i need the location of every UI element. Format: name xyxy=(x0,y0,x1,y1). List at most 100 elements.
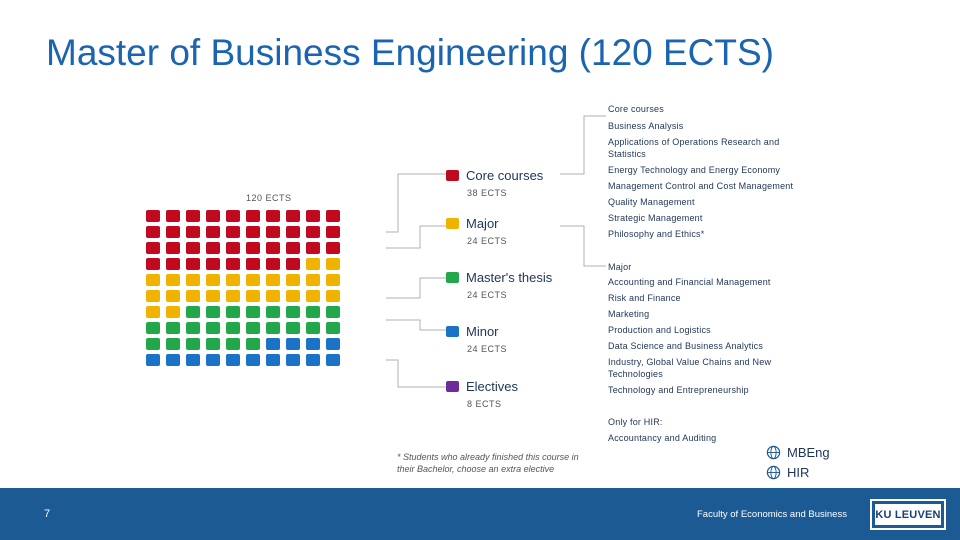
ects-block-minor xyxy=(306,354,320,366)
connector-minor xyxy=(386,319,446,331)
connector-thesis xyxy=(386,277,446,299)
ects-block-minor xyxy=(146,354,160,366)
ects-block-core xyxy=(286,242,300,254)
core-list-item: Philosophy and Ethics* xyxy=(608,229,705,239)
ects-block-major xyxy=(326,274,340,286)
major-list-item: Production and Logistics xyxy=(608,325,711,335)
ects-block-minor xyxy=(286,354,300,366)
ects-block-thesis xyxy=(286,306,300,318)
minor-label: Minor xyxy=(466,324,499,339)
ects-block-major xyxy=(226,274,240,286)
core-list-item: Management Control and Cost Management xyxy=(608,181,794,191)
ects-block-core xyxy=(286,210,300,222)
ects-block-core xyxy=(146,258,160,270)
ects-block-core xyxy=(166,258,180,270)
electives-ects: 8 ECTS xyxy=(467,399,502,409)
ects-block-major xyxy=(306,258,320,270)
ects-block-major xyxy=(146,274,160,286)
ects-block-minor xyxy=(206,354,220,366)
ects-block-core xyxy=(286,226,300,238)
ku-leuven-logo: KU LEUVEN xyxy=(870,499,946,530)
ects-block-minor xyxy=(226,354,240,366)
ects-block-thesis xyxy=(166,338,180,350)
ects-block-thesis xyxy=(286,322,300,334)
ects-block-major xyxy=(326,258,340,270)
ects-block-minor xyxy=(166,354,180,366)
programme-mbeng: MBEng xyxy=(766,445,830,460)
ects-block-major xyxy=(306,290,320,302)
ects-block-core xyxy=(306,242,320,254)
ects-block-thesis xyxy=(326,322,340,334)
ects-block-core xyxy=(226,258,240,270)
major-ects: 24 ECTS xyxy=(467,236,508,246)
ects-block-thesis xyxy=(186,322,200,334)
globe-icon xyxy=(766,465,781,480)
ects-block-minor xyxy=(266,354,280,366)
ects-block-core xyxy=(206,242,220,254)
ects-block-core xyxy=(206,258,220,270)
ects-block-major xyxy=(186,274,200,286)
electives-label: Electives xyxy=(466,379,519,394)
ects-block-thesis xyxy=(206,306,220,318)
ects-block-minor xyxy=(266,338,280,350)
ects-block-core xyxy=(246,226,260,238)
connector-major xyxy=(386,225,446,249)
ects-block-major xyxy=(266,274,280,286)
major-list-heading: Major xyxy=(608,262,632,272)
ects-block-core xyxy=(326,226,340,238)
ects-block-major xyxy=(286,290,300,302)
ects-block-thesis xyxy=(246,322,260,334)
ects-block-core xyxy=(146,226,160,238)
connector-core-list xyxy=(560,115,606,175)
core-list-item: Energy Technology and Energy Economy xyxy=(608,165,781,175)
ects-block-thesis xyxy=(166,322,180,334)
ects-block-thesis xyxy=(266,322,280,334)
core-swatch xyxy=(446,170,459,181)
minor-swatch xyxy=(446,326,459,337)
ects-block-core xyxy=(326,242,340,254)
ects-block-major xyxy=(206,274,220,286)
connector-core xyxy=(386,173,446,233)
major-list-item: Industry, Global Value Chains and New Te… xyxy=(608,357,772,379)
ects-block-core xyxy=(226,210,240,222)
ects-block-major xyxy=(206,290,220,302)
ects-block-thesis xyxy=(266,306,280,318)
ects-block-core xyxy=(146,242,160,254)
ects-block-core xyxy=(206,210,220,222)
major-label: Major xyxy=(466,216,499,231)
ects-block-core xyxy=(326,210,340,222)
core-list-item: Quality Management xyxy=(608,197,695,207)
logo-text: KU LEUVEN xyxy=(875,508,941,521)
ects-block-minor xyxy=(286,338,300,350)
connector-major-list xyxy=(560,225,606,267)
page-number: 7 xyxy=(44,508,51,520)
programme-label: MBEng xyxy=(787,445,830,460)
ects-block-thesis xyxy=(206,322,220,334)
connector-electives xyxy=(386,359,446,388)
ects-block-minor xyxy=(306,338,320,350)
hir-list-item: Accountancy and Auditing xyxy=(608,433,717,443)
thesis-label: Master's thesis xyxy=(466,270,553,285)
slide-title: Master of Business Engineering (120 ECTS… xyxy=(46,32,775,73)
globe-icon xyxy=(766,445,781,460)
core-ects: 38 ECTS xyxy=(467,188,508,198)
ects-block-minor xyxy=(326,338,340,350)
footer-bar: 7 Faculty of Economics and Business KU L… xyxy=(0,488,960,540)
ects-block-major xyxy=(326,290,340,302)
ects-block-core xyxy=(266,226,280,238)
major-list-item: Accounting and Financial Management xyxy=(608,277,771,287)
major-swatch xyxy=(446,218,459,229)
ects-block-core xyxy=(306,226,320,238)
ects-block-core xyxy=(306,210,320,222)
core-list-heading: Core courses xyxy=(608,104,664,114)
ects-block-minor xyxy=(186,354,200,366)
faculty-name: Faculty of Economics and Business xyxy=(697,509,847,520)
core-list-item: Strategic Management xyxy=(608,213,703,223)
total-ects-label: 120 ECTS xyxy=(246,193,292,203)
core-label: Core courses xyxy=(466,168,544,183)
ects-block-thesis xyxy=(226,322,240,334)
waffle-grid xyxy=(146,210,340,366)
ects-block-core xyxy=(186,226,200,238)
ects-block-thesis xyxy=(146,322,160,334)
